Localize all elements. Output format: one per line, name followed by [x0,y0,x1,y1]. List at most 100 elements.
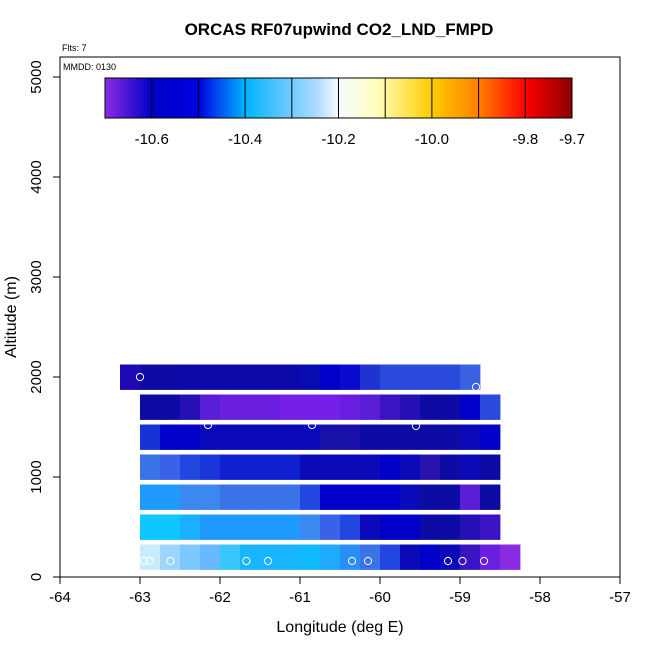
heatmap-cell [240,454,261,480]
heatmap-cell [120,364,141,390]
heatmap-cell [380,514,401,540]
x-tick-label: -62 [209,589,231,606]
heatmap-cell [380,424,401,450]
heatmap-cell [200,484,221,510]
observation-point [263,556,273,566]
plot-frame [59,56,621,578]
heatmap-cell [360,514,381,540]
observation-point [307,420,317,430]
y-tick-label: 1000 [28,460,45,493]
observation-point [411,421,421,431]
heatmap-cell [460,364,481,390]
heatmap-cell [140,364,161,390]
x-tick-label: -59 [449,589,471,606]
heatmap-cell [140,424,161,450]
y-axis: 0 1000 2000 3000 4000 5000 [28,60,60,581]
heatmap-cell [280,394,301,420]
observation-point [145,556,154,566]
heatmap-cell [380,364,401,390]
heatmap-cell [280,544,301,570]
heatmap-cell [180,514,201,540]
colorbar-tick-label: -10.0 [415,131,449,148]
heatmap-cell [420,364,441,390]
x-tick-label: -60 [369,589,391,606]
heatmap-cell [480,454,501,480]
heatmap-cell [220,454,241,480]
y-tick-label: 4000 [28,160,45,193]
heatmap-cell [160,514,181,540]
chart-title: ORCAS RF07upwind CO2_LND_FMPD [185,20,494,39]
heatmap-cell [260,544,281,570]
heatmap-cell [240,424,261,450]
heatmap-cell [180,544,201,570]
heatmap-cell [400,454,421,480]
heatmap-cell [380,394,401,420]
heatmap-cell [400,364,421,390]
heatmap-cell [300,484,321,510]
heatmap-cell [420,424,441,450]
heatmap-cell [320,544,341,570]
heatmap-cell [340,364,361,390]
heatmap-cell [140,394,161,420]
heatmap-cell [360,394,381,420]
heatmap-cell [400,394,421,420]
heatmap-cell [360,364,381,390]
heatmap-cell [240,514,261,540]
heatmap-cell [200,454,221,480]
heatmap-cell [480,514,501,540]
heatmap-cell [320,394,341,420]
heatmap-cell [340,454,361,480]
heatmap-cell [360,424,381,450]
heatmap-cell [160,364,181,390]
heatmap-cell [320,454,341,480]
heatmap-cell [440,484,461,510]
heatmap-cell [260,514,281,540]
heatmap-cell [260,484,281,510]
observation-point [135,372,145,382]
heatmap-cell [360,454,381,480]
heatmap-cell [140,484,161,510]
heatmap-cell [180,454,201,480]
heatmap-cell [420,514,441,540]
x-tick-label: -57 [609,589,631,606]
heatmap-cell [320,484,341,510]
heatmap-cell [220,514,241,540]
heatmap-cell [240,484,261,510]
heatmap-cell [460,394,481,420]
heatmap-cell [420,484,441,510]
heatmap-cell [160,394,181,420]
heatmap-cell [200,514,221,540]
heatmap-cell [280,514,301,540]
heatmap-cell [220,544,241,570]
heatmap-cell [220,364,241,390]
heatmap-cell [200,364,221,390]
heatmap-cell [440,394,461,420]
heatmap-cell [220,394,241,420]
observation-points [135,372,489,566]
heatmap-cell [320,364,341,390]
heatmap-cell [300,424,321,450]
heatmap-cell [360,484,381,510]
heatmap-cell [420,394,441,420]
observation-point [139,556,149,566]
x-axis-label: Longitude (deg E) [276,619,403,636]
heatmap-cell [160,424,181,450]
heatmap-cell [400,424,421,450]
observation-point [242,556,251,566]
heatmap-cell [400,514,421,540]
colorbar-tick-label: -10.2 [321,131,355,148]
heatmap-cell [200,544,221,570]
heatmap-cell [440,454,461,480]
heatmap-cell [480,484,501,510]
colorbar-tick-label: -10.6 [135,131,169,148]
observation-point [479,556,489,566]
heatmap-cell [420,454,441,480]
heatmap-cell [500,544,521,570]
heatmap-cell [200,424,221,450]
heatmap-cell [460,514,481,540]
heatmap-cell [180,484,201,510]
observation-point [166,556,175,566]
heatmap-cell [340,544,361,570]
colorbar-dividers [151,78,526,118]
heatmap-cell [420,544,441,570]
